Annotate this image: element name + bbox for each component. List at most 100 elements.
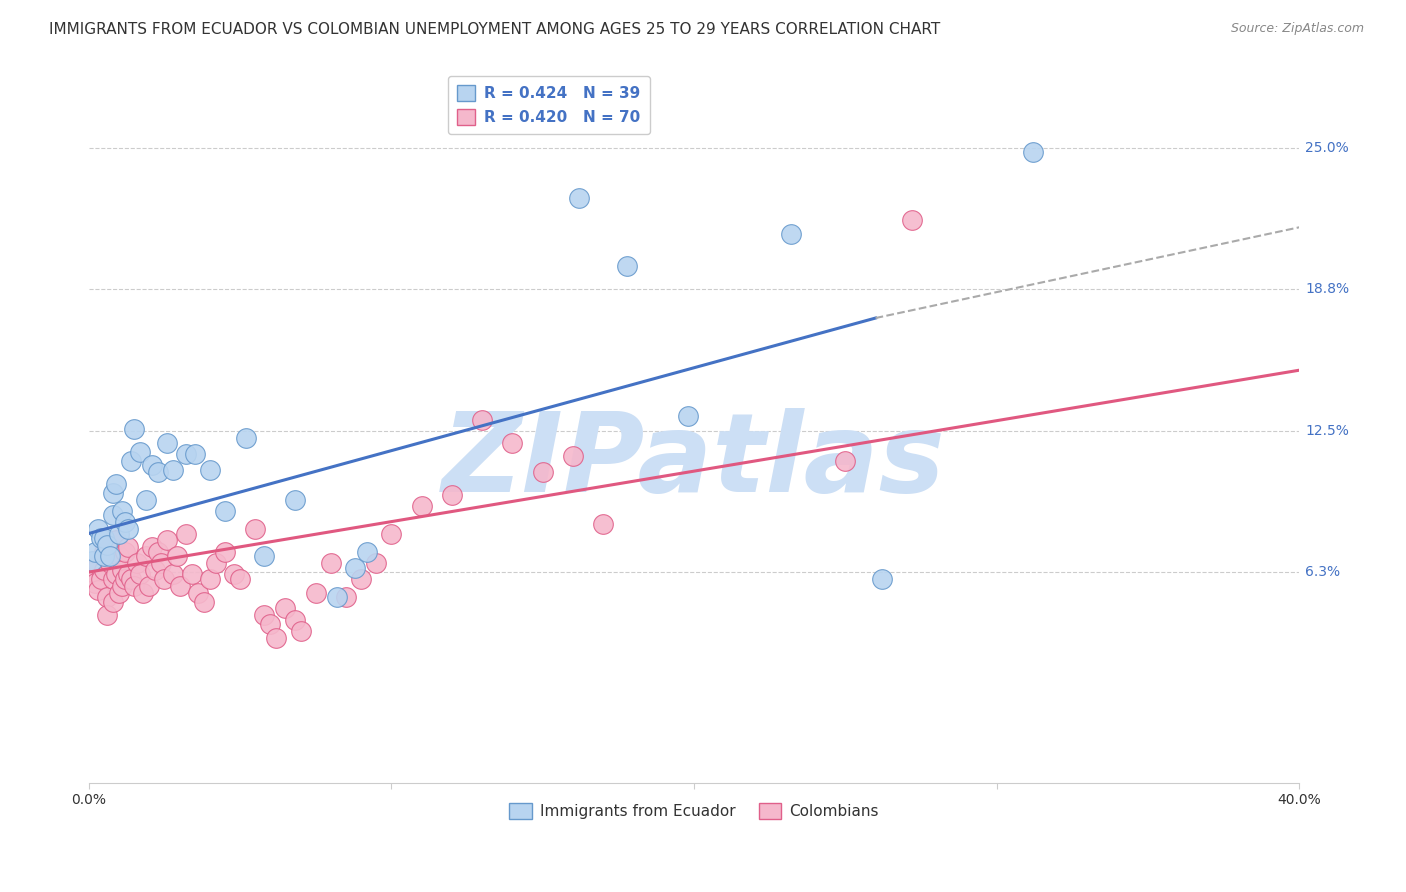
Point: [266, 631, 288, 645]
Point: [592, 517, 614, 532]
Text: 18.8%: 18.8%: [1305, 282, 1350, 295]
Point: [87, 522, 110, 536]
Point: [283, 492, 305, 507]
Point: [174, 526, 197, 541]
Point: [104, 533, 127, 548]
Point: [135, 549, 157, 564]
Text: 12.5%: 12.5%: [1305, 425, 1350, 439]
Point: [90, 572, 112, 586]
Point: [350, 572, 373, 586]
Point: [162, 567, 184, 582]
Point: [1022, 145, 1045, 160]
Point: [156, 435, 179, 450]
Point: [259, 617, 281, 632]
Point: [148, 544, 170, 558]
Point: [356, 544, 378, 558]
Point: [568, 191, 591, 205]
Text: IMMIGRANTS FROM ECUADOR VS COLOMBIAN UNEMPLOYMENT AMONG AGES 25 TO 29 YEARS CORR: IMMIGRANTS FROM ECUADOR VS COLOMBIAN UNE…: [49, 22, 941, 37]
Point: [87, 558, 110, 573]
Point: [229, 572, 252, 586]
Point: [93, 549, 115, 564]
Point: [214, 504, 236, 518]
Point: [326, 590, 349, 604]
Point: [87, 583, 110, 598]
Point: [117, 567, 139, 582]
Point: [283, 613, 305, 627]
Point: [104, 476, 127, 491]
Point: [870, 572, 893, 586]
Point: [111, 563, 134, 577]
Legend: Immigrants from Ecuador, Colombians: Immigrants from Ecuador, Colombians: [503, 797, 884, 825]
Point: [117, 522, 139, 536]
Point: [108, 549, 131, 564]
Point: [83, 544, 105, 558]
Point: [93, 531, 115, 545]
Point: [335, 590, 357, 604]
Point: [253, 549, 276, 564]
Text: 6.3%: 6.3%: [1305, 566, 1340, 579]
Point: [290, 624, 312, 638]
Point: [834, 454, 856, 468]
Point: [344, 560, 367, 574]
Text: ZIPatlas: ZIPatlas: [441, 408, 946, 515]
Point: [198, 572, 221, 586]
Point: [101, 572, 124, 586]
Point: [96, 538, 118, 552]
Point: [104, 567, 127, 582]
Point: [156, 533, 179, 548]
Point: [114, 544, 136, 558]
Point: [222, 567, 245, 582]
Point: [174, 447, 197, 461]
Point: [169, 579, 191, 593]
Point: [117, 540, 139, 554]
Point: [93, 563, 115, 577]
Point: [98, 540, 121, 554]
Point: [676, 409, 699, 423]
Point: [98, 556, 121, 570]
Point: [198, 463, 221, 477]
Point: [214, 544, 236, 558]
Text: 25.0%: 25.0%: [1305, 141, 1348, 155]
Point: [243, 522, 266, 536]
Point: [98, 549, 121, 564]
Point: [616, 259, 638, 273]
Point: [183, 447, 205, 461]
Point: [166, 549, 188, 564]
Point: [143, 563, 166, 577]
Point: [153, 572, 176, 586]
Point: [90, 531, 112, 545]
Point: [162, 463, 184, 477]
Point: [141, 458, 163, 473]
Point: [180, 567, 202, 582]
Point: [187, 585, 209, 599]
Point: [150, 556, 173, 570]
Point: [129, 445, 152, 459]
Point: [501, 435, 523, 450]
Point: [205, 556, 228, 570]
Point: [120, 572, 142, 586]
Point: [141, 540, 163, 554]
Point: [114, 572, 136, 586]
Point: [111, 579, 134, 593]
Point: [80, 565, 103, 579]
Point: [380, 526, 402, 541]
Point: [319, 556, 342, 570]
Point: [101, 485, 124, 500]
Point: [135, 492, 157, 507]
Point: [129, 567, 152, 582]
Point: [114, 515, 136, 529]
Point: [779, 227, 801, 241]
Point: [235, 431, 257, 445]
Point: [101, 594, 124, 608]
Point: [531, 465, 554, 479]
Point: [561, 450, 583, 464]
Point: [96, 608, 118, 623]
Point: [101, 508, 124, 523]
Point: [305, 585, 328, 599]
Point: [366, 556, 388, 570]
Point: [253, 608, 276, 623]
Point: [138, 579, 160, 593]
Point: [274, 601, 297, 615]
Text: Source: ZipAtlas.com: Source: ZipAtlas.com: [1230, 22, 1364, 36]
Point: [122, 422, 145, 436]
